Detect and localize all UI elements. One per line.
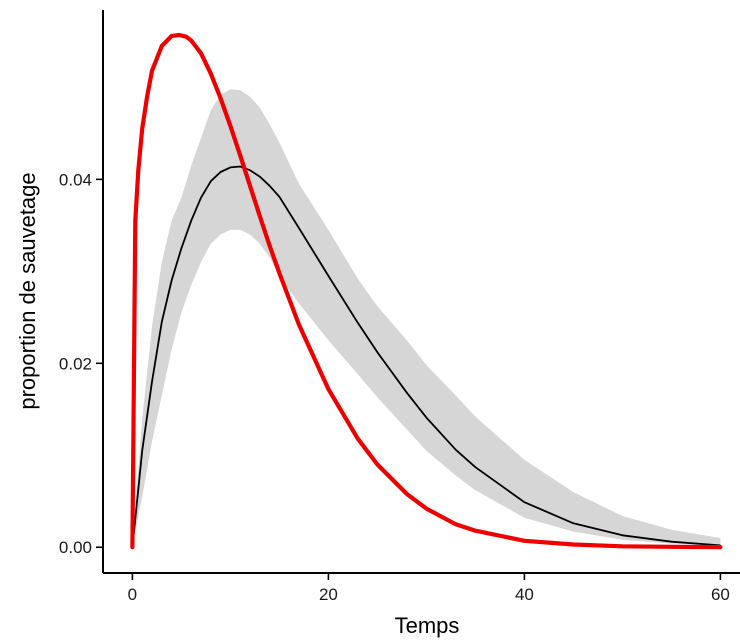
confidence-band-layer [132, 89, 721, 548]
mean-curve [131, 165, 721, 548]
red-curve [130, 32, 723, 550]
y-axis-title: proportion de sauvetage [15, 172, 40, 409]
x-tick-label: 20 [319, 585, 338, 604]
axes-layer: 0 20 40 60 0.00 0.02 0.04 [59, 10, 740, 604]
red-curve-layer [130, 32, 723, 550]
mean-curve-layer [131, 165, 721, 548]
x-tick-label: 40 [515, 585, 534, 604]
confidence-band [132, 89, 721, 548]
x-axis-title: Temps [395, 613, 460, 638]
y-tick-label: 0.00 [59, 538, 92, 557]
x-tick-label: 0 [128, 585, 137, 604]
y-tick-label: 0.02 [59, 354, 92, 373]
x-tick-label: 60 [711, 585, 730, 604]
y-tick-label: 0.04 [59, 170, 92, 189]
